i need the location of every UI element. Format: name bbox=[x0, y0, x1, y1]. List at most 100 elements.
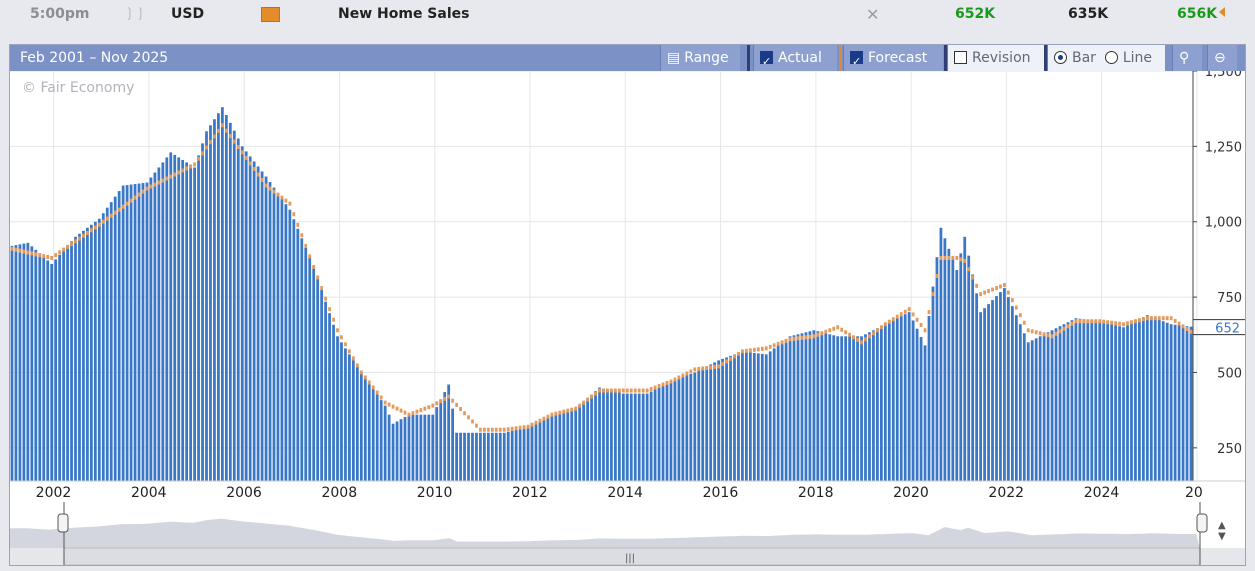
bar bbox=[685, 375, 689, 481]
chart-plot[interactable]: 250 500 750 1,000 1,250 1,500 652 2002 2004 2006 2… bbox=[10, 71, 1245, 501]
forecast-marker bbox=[745, 348, 748, 353]
event-row[interactable]: 5:00pm ❳❳ USD New Home Sales ✕ 652K 635K… bbox=[0, 0, 1255, 30]
bar bbox=[983, 308, 986, 481]
bar bbox=[582, 401, 586, 481]
bar bbox=[181, 159, 185, 481]
bar bbox=[1134, 321, 1137, 481]
forecast-marker bbox=[768, 344, 772, 349]
bar bbox=[62, 250, 65, 481]
event-time: 5:00pm bbox=[30, 6, 90, 22]
forecast-checkbox[interactable] bbox=[850, 49, 863, 75]
forecast-marker bbox=[911, 312, 915, 317]
event-title[interactable]: New Home Sales bbox=[338, 6, 470, 22]
bar bbox=[70, 241, 73, 481]
bar bbox=[324, 301, 327, 481]
zoom-out-button[interactable]: ⊖ bbox=[1207, 45, 1237, 71]
forecast-marker bbox=[240, 150, 244, 155]
forecast-marker bbox=[617, 388, 621, 393]
forecast-marker bbox=[467, 415, 470, 420]
forecast-marker bbox=[633, 388, 637, 393]
forecast-marker bbox=[70, 242, 73, 247]
revision-toggle[interactable]: Revision bbox=[947, 45, 1044, 71]
close-icon[interactable]: ✕ bbox=[866, 5, 880, 24]
forecast-marker bbox=[1014, 305, 1018, 310]
navigator-left-handle[interactable] bbox=[57, 513, 69, 533]
forecast-marker bbox=[1110, 320, 1114, 325]
bar bbox=[780, 342, 784, 481]
forecast-marker bbox=[264, 183, 268, 188]
bar bbox=[562, 411, 566, 481]
forecast-marker bbox=[62, 247, 65, 252]
forecast-marker bbox=[788, 337, 792, 342]
bar bbox=[792, 335, 796, 481]
bar bbox=[955, 269, 959, 481]
forecast-marker bbox=[1153, 316, 1157, 321]
forecast-marker bbox=[891, 317, 895, 322]
folder-icon[interactable] bbox=[261, 7, 280, 22]
actual-toggle[interactable]: Actual bbox=[753, 45, 837, 75]
forecast-marker bbox=[125, 201, 129, 206]
bar bbox=[887, 322, 891, 481]
forecast-marker bbox=[1098, 319, 1102, 324]
bar-radio[interactable] bbox=[1054, 51, 1067, 64]
forecast-marker bbox=[879, 325, 883, 330]
forecast-marker bbox=[153, 182, 157, 187]
forecast-marker bbox=[129, 198, 133, 203]
forecast-marker bbox=[224, 128, 228, 133]
bar bbox=[431, 414, 435, 481]
forecast-marker bbox=[248, 161, 252, 166]
range-button[interactable]: ▤ Range bbox=[660, 45, 740, 71]
forecast-marker bbox=[220, 123, 224, 128]
forecast-toggle[interactable]: Forecast bbox=[843, 45, 943, 75]
forecast-marker bbox=[673, 377, 677, 382]
forecast-marker bbox=[324, 296, 327, 301]
bar bbox=[145, 182, 149, 481]
forecast-marker bbox=[741, 349, 744, 354]
bar bbox=[447, 384, 451, 481]
bar bbox=[1007, 297, 1010, 481]
forecast-marker bbox=[883, 322, 887, 327]
forecast-marker bbox=[1086, 319, 1090, 324]
forecast-marker bbox=[959, 257, 963, 262]
revision-checkbox[interactable] bbox=[954, 51, 967, 64]
x-tick-label: 2016 bbox=[703, 485, 739, 501]
navigator-right-handle[interactable] bbox=[1196, 513, 1208, 533]
zoom-in-button[interactable]: ⚲ bbox=[1172, 45, 1202, 71]
forecast-marker bbox=[419, 408, 423, 413]
forecast-marker bbox=[887, 319, 891, 324]
forecast-marker bbox=[1062, 326, 1066, 331]
arrow-down-icon[interactable]: ▼ bbox=[1218, 531, 1226, 542]
bar bbox=[737, 352, 740, 481]
forecast-marker bbox=[713, 364, 717, 369]
bar bbox=[367, 383, 371, 481]
bar bbox=[741, 351, 744, 481]
forecast-marker bbox=[105, 216, 109, 221]
bar bbox=[760, 353, 764, 481]
bar bbox=[371, 389, 375, 481]
line-radio[interactable] bbox=[1104, 51, 1118, 64]
bar bbox=[570, 409, 574, 481]
forecast-marker bbox=[232, 139, 236, 144]
bar bbox=[244, 151, 248, 481]
bar bbox=[752, 352, 756, 481]
forecast-marker bbox=[987, 289, 990, 294]
forecast-marker bbox=[423, 406, 427, 411]
bar bbox=[34, 249, 38, 481]
bar bbox=[1094, 320, 1098, 481]
bar bbox=[411, 414, 415, 481]
chart-type-toggle[interactable]: Bar Line bbox=[1047, 45, 1165, 71]
bar bbox=[665, 383, 669, 481]
bar bbox=[574, 408, 578, 481]
bar bbox=[614, 391, 617, 481]
bar bbox=[745, 351, 748, 481]
bar bbox=[109, 202, 113, 481]
bar bbox=[594, 391, 597, 481]
forecast-marker bbox=[46, 255, 50, 260]
range-navigator[interactable]: ||| ▲▼ bbox=[10, 502, 1245, 565]
bar bbox=[776, 345, 780, 481]
bar bbox=[522, 427, 526, 481]
forecast-marker bbox=[590, 394, 593, 399]
arrow-up-icon[interactable]: ▲ bbox=[1218, 520, 1226, 531]
actual-checkbox[interactable] bbox=[760, 49, 773, 75]
bar bbox=[165, 157, 169, 481]
